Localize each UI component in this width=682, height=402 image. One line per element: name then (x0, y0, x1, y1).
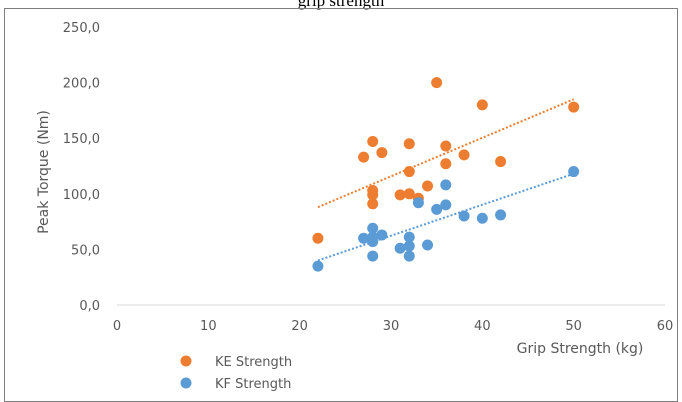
ke-strength-point (376, 147, 388, 159)
ke-strength-point (394, 189, 406, 201)
kf-strength-point (568, 166, 580, 178)
kf-strength-point (358, 232, 370, 244)
ke-strength-point (367, 189, 379, 201)
y-tick-label: 250,0 (63, 21, 100, 36)
ke-strength-legend-label: KE Strength (215, 355, 292, 370)
kf-strength-point (440, 179, 452, 191)
ke-strength-point (358, 151, 370, 163)
ke-strength-point (403, 166, 415, 178)
y-axis-label: Peak Torque (Nm) (36, 110, 52, 234)
kf-strength-point (394, 242, 406, 254)
x-axis-label: Grip Strength (kg) (517, 341, 644, 357)
kf-strength-point (422, 239, 434, 251)
kf-strength-legend-marker (180, 377, 192, 389)
kf-strength-point (312, 260, 324, 272)
kf-strength-point (367, 222, 379, 234)
kf-strength-point (376, 229, 388, 241)
ke-strength-point (495, 156, 507, 168)
kf-strength-point (431, 203, 443, 215)
y-tick-label: 50,0 (71, 243, 100, 258)
x-tick-label: 10 (200, 319, 217, 334)
x-tick-label: 0 (113, 319, 121, 334)
kf-strength-point (440, 199, 452, 211)
kf-strength-point (367, 250, 379, 262)
ke-strength-point (403, 188, 415, 200)
ke-strength-point (422, 180, 434, 192)
kf-strength-point (458, 210, 470, 222)
ke-strength-point (431, 77, 443, 89)
ke-strength-point (367, 198, 379, 210)
kf-strength-point (412, 197, 424, 209)
ke-strength-legend-marker (180, 355, 192, 367)
y-tick-label: 200,0 (63, 77, 100, 92)
kf-strength-point (367, 236, 379, 248)
kf-strength-legend-label: KF Strength (215, 377, 291, 392)
x-tick-label: 40 (474, 319, 491, 334)
ke-strength-point (367, 136, 379, 148)
y-tick-label: 150,0 (63, 132, 100, 147)
y-tick-label: 100,0 (63, 188, 100, 203)
ke-strength-point (476, 99, 488, 111)
chart-title: grip strength (297, 0, 385, 10)
ke-strength-point (458, 149, 470, 161)
ke-strength-point (403, 138, 415, 150)
kf-strength-point (495, 209, 507, 221)
axes: 0 10 20 30 40 50 60 0,0 50,0 100,0 150,0 200,0 250,0 (63, 21, 673, 334)
y-tick-label: 0,0 (79, 299, 100, 314)
kf-strength-point (476, 212, 488, 224)
x-tick-label: 20 (291, 319, 308, 334)
kf-strength-point (403, 231, 415, 243)
ke-strength-point (440, 140, 452, 152)
kf-strength-point (403, 240, 415, 252)
x-tick-label: 50 (565, 319, 582, 334)
ke-strength-trendline (317, 98, 575, 209)
data-points (312, 77, 580, 272)
x-tick-label: 30 (383, 319, 400, 334)
kf-strength-point (403, 250, 415, 262)
trendlines (317, 98, 575, 262)
ke-strength-point (440, 158, 452, 170)
ke-strength-point (312, 232, 324, 244)
kf-strength-trendline (317, 172, 574, 262)
legend: KE Strength KF Strength (180, 355, 292, 392)
x-tick-label: 60 (657, 319, 674, 334)
ke-strength-point (568, 101, 580, 113)
